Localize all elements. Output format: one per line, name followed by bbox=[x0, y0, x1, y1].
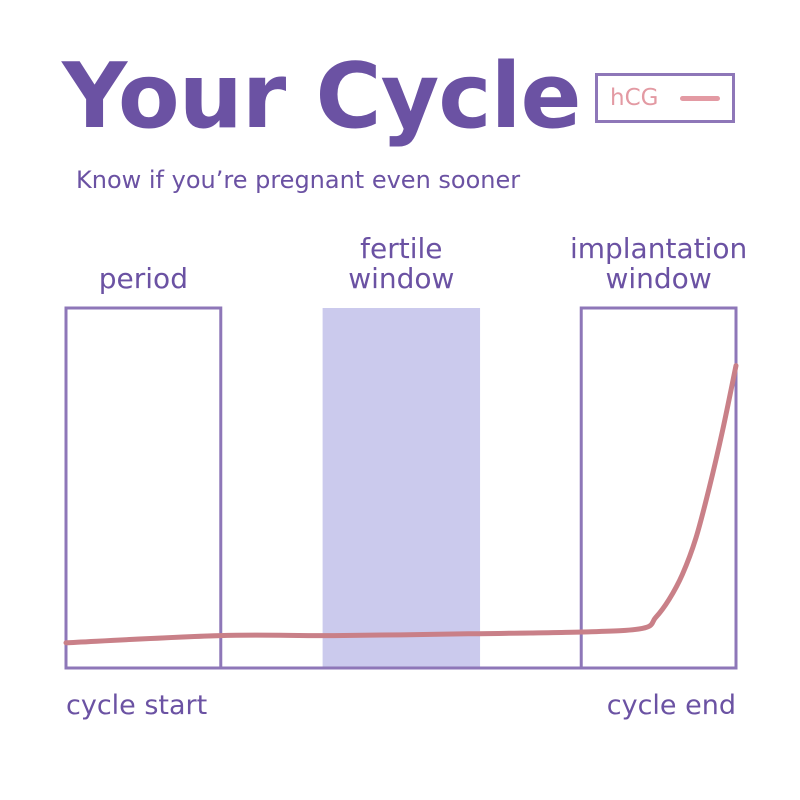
zone-implantation-window-box bbox=[579, 306, 738, 670]
chart-legend: hCG bbox=[595, 73, 735, 123]
legend-label-hcg: hCG bbox=[610, 85, 659, 111]
zone-label-implantation-window: implantation window bbox=[549, 234, 769, 294]
x-axis-end-label: cycle end bbox=[606, 690, 736, 721]
zone-label-fertile-window: fertile window bbox=[291, 234, 511, 294]
page-title: Your Cycle bbox=[62, 44, 581, 149]
zone-label-line: period bbox=[98, 262, 188, 295]
zone-label-line: implantation bbox=[569, 232, 748, 265]
zone-label-line: fertile bbox=[360, 232, 443, 265]
x-axis-start-label: cycle start bbox=[66, 690, 208, 721]
page-subtitle: Know if you’re pregnant even sooner bbox=[76, 166, 521, 194]
series-line-hcg bbox=[63, 363, 739, 646]
zone-period-box bbox=[64, 306, 223, 670]
zone-fertile-window-fill bbox=[322, 308, 481, 668]
zone-label-line: window bbox=[605, 262, 712, 295]
zone-label-period: period bbox=[33, 264, 253, 294]
legend-line-swatch bbox=[680, 95, 721, 101]
zone-label-line: window bbox=[348, 262, 455, 295]
